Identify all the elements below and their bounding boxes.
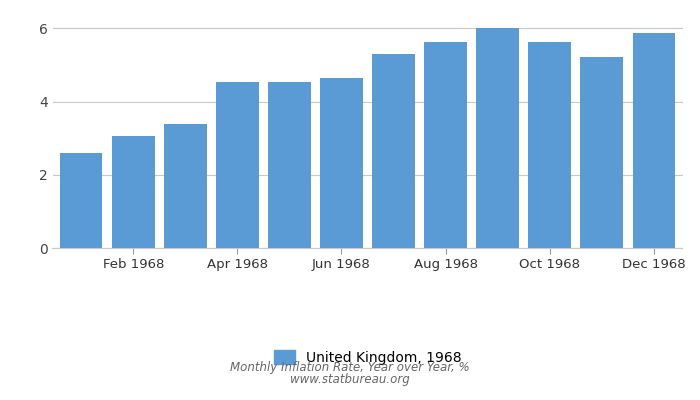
Bar: [424, 42, 467, 248]
Text: Monthly Inflation Rate, Year over Year, %: Monthly Inflation Rate, Year over Year, …: [230, 361, 470, 374]
Bar: [268, 82, 311, 248]
Bar: [216, 82, 259, 248]
Bar: [580, 57, 623, 248]
Text: www.statbureau.org: www.statbureau.org: [290, 373, 410, 386]
Legend: United Kingdom, 1968: United Kingdom, 1968: [274, 350, 461, 365]
Bar: [112, 136, 155, 248]
Bar: [164, 124, 206, 248]
Bar: [60, 153, 102, 248]
Bar: [320, 78, 363, 248]
Bar: [372, 54, 415, 248]
Bar: [633, 33, 676, 248]
Bar: [528, 42, 571, 248]
Bar: [476, 28, 519, 248]
